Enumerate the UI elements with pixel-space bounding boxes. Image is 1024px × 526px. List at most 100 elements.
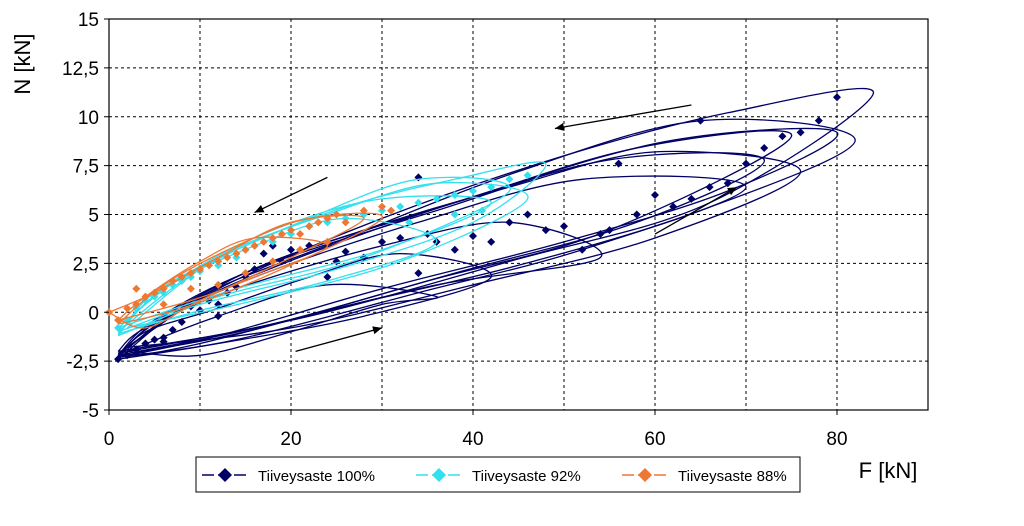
data-point [168, 276, 177, 285]
data-point [378, 202, 386, 211]
hysteresis-loop [117, 130, 793, 356]
data-point [541, 226, 550, 235]
data-point [796, 128, 805, 137]
data-point [596, 230, 605, 239]
data-point [214, 280, 223, 289]
data-point [450, 190, 459, 199]
y-tick-label: 12,5 [62, 59, 99, 80]
data-point [705, 183, 714, 192]
data-point [814, 116, 823, 125]
x-axis-ticks: 0 20 40 60 80 [104, 410, 848, 450]
legend-marker [638, 468, 652, 482]
data-point [223, 253, 232, 262]
data-point [523, 171, 532, 180]
data-point [141, 292, 150, 301]
data-point [696, 116, 705, 125]
data-point [614, 159, 623, 168]
hysteresis-loop [117, 252, 492, 360]
data-point [177, 318, 186, 327]
y-tick-label: 5 [88, 206, 99, 227]
data-point [505, 175, 514, 184]
y-axis-title: N [kN] [10, 33, 35, 94]
data-point [359, 206, 368, 215]
data-point [186, 284, 195, 293]
data-point [760, 144, 769, 153]
x-tick-label: 40 [462, 429, 483, 450]
y-tick-label: 7,5 [73, 157, 99, 178]
data-point [277, 230, 286, 239]
data-point [605, 226, 614, 235]
data-point [469, 187, 477, 196]
data-point [268, 233, 277, 242]
data-point [205, 261, 214, 270]
data-point [478, 206, 487, 215]
data-point [141, 339, 150, 348]
data-point [232, 249, 241, 258]
data-point [159, 300, 168, 309]
y-tick-label: -5 [82, 401, 99, 422]
data-point [578, 245, 587, 254]
data-point [450, 210, 459, 219]
series-layer [105, 87, 875, 364]
annotation-arrow [254, 176, 328, 214]
data-point [287, 226, 295, 235]
data-point [177, 273, 186, 282]
legend-item: Tiiveysaste 88% [622, 468, 787, 485]
data-point [259, 237, 268, 246]
data-point [332, 210, 341, 219]
data-point [396, 233, 405, 242]
data-point [259, 249, 268, 258]
data-point [323, 214, 332, 223]
x-tick-label: 20 [280, 429, 301, 450]
legend-marker [432, 468, 446, 482]
data-point [150, 288, 159, 297]
data-point [432, 194, 441, 203]
data-point [250, 265, 259, 274]
data-point [296, 230, 305, 239]
data-point [341, 218, 350, 227]
data-point [341, 247, 350, 256]
data-point [305, 222, 314, 231]
data-point [114, 355, 123, 364]
grid [109, 19, 928, 410]
y-tick-label: 2,5 [73, 254, 99, 275]
data-point [186, 269, 195, 278]
data-point [323, 237, 332, 246]
hysteresis-loop [117, 127, 839, 358]
data-point [450, 245, 459, 254]
data-point [487, 237, 496, 246]
data-point [487, 183, 496, 192]
data-point [387, 206, 396, 215]
data-point [132, 284, 141, 293]
data-point [123, 351, 132, 360]
data-point [414, 269, 423, 278]
data-point [132, 345, 141, 354]
data-point [323, 273, 332, 282]
data-point [405, 218, 414, 227]
data-point [523, 210, 532, 219]
annotation-arrow [654, 186, 738, 235]
data-point [414, 198, 423, 207]
data-point [241, 245, 250, 254]
data-point [378, 237, 386, 246]
data-point [469, 232, 477, 241]
data-point [150, 335, 159, 344]
series-1 [114, 87, 875, 364]
data-point [214, 312, 223, 321]
x-axis-title: F [kN] [859, 458, 918, 483]
data-point [159, 284, 168, 293]
data-point [778, 132, 787, 141]
data-point [833, 93, 841, 102]
legend-label: Tiiveysaste 88% [678, 468, 787, 485]
hysteresis-loop [117, 195, 492, 329]
x-tick-label: 80 [826, 429, 847, 450]
legend-label: Tiiveysaste 100% [258, 468, 375, 485]
legend-item: Tiiveysaste 92% [416, 468, 581, 485]
data-point [651, 190, 659, 199]
data-point [396, 202, 405, 211]
annotation-arrows [254, 104, 738, 352]
hysteresis-loop [126, 283, 439, 357]
data-point [196, 265, 204, 274]
data-point [314, 218, 323, 227]
